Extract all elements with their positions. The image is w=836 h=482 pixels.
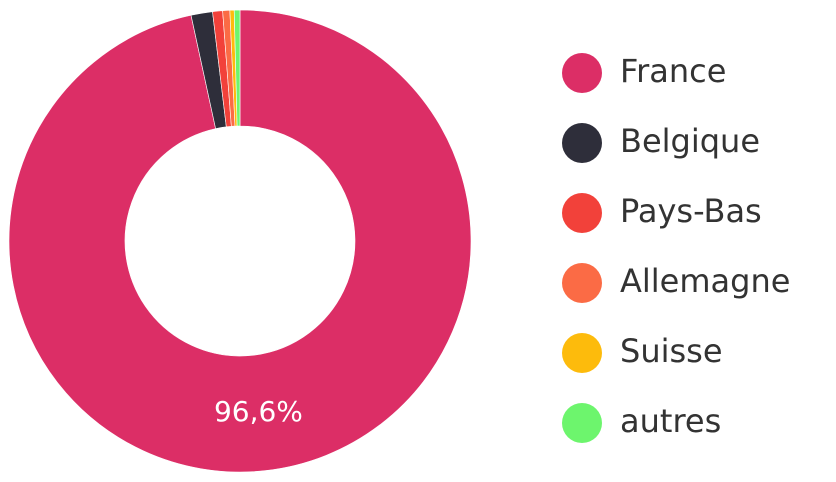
legend-swatch xyxy=(562,403,602,443)
legend-swatch xyxy=(562,123,602,163)
legend-label: autres xyxy=(620,402,721,440)
donut-slice xyxy=(8,9,472,473)
legend-swatch xyxy=(562,333,602,373)
legend-label: Belgique xyxy=(620,122,760,160)
legend-swatch xyxy=(562,193,602,233)
legend-swatch xyxy=(562,53,602,93)
legend-label: Suisse xyxy=(620,332,723,370)
donut-slice xyxy=(233,9,241,127)
legend-label: Allemagne xyxy=(620,262,790,300)
legend-swatch xyxy=(562,263,602,303)
data-label: 96,6% xyxy=(214,395,303,428)
legend-label: Pays-Bas xyxy=(620,192,762,230)
legend-label: France xyxy=(620,52,726,90)
